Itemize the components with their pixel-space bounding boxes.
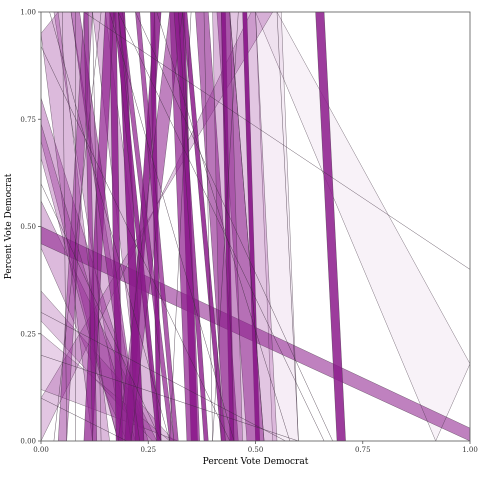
- chart-axes: 0.00 0.25 0.50 0.75 1.00 0.00 0.25 0.50 0.75 1.00: [20, 9, 477, 455]
- band-1: [315, 12, 346, 441]
- boundary-line-11: [212, 12, 239, 441]
- y-tick-label: 1.00: [20, 9, 36, 17]
- boundary-line-13: [156, 12, 291, 441]
- x-axis-title: Percent Vote Democrat: [203, 457, 309, 467]
- x-tick-label: 0.75: [355, 446, 371, 454]
- boundary-line-14: [41, 312, 286, 441]
- band-17: [117, 12, 183, 441]
- boundary-line-18: [203, 12, 213, 441]
- y-tick-label: 0.00: [20, 438, 36, 446]
- band-19: [117, 12, 175, 441]
- x-tick-label: 0.50: [248, 446, 264, 454]
- boundary-line-5: [62, 12, 67, 441]
- band-23: [220, 12, 278, 441]
- y-tick-label: 0.75: [20, 116, 36, 124]
- band-5: [169, 12, 200, 441]
- boundary-line-20: [53, 12, 102, 441]
- y-tick-label: 0.25: [20, 330, 36, 338]
- band-24: [212, 12, 243, 441]
- boundary-line-1: [83, 12, 470, 270]
- band-18: [173, 12, 209, 441]
- boundary-line-15: [41, 183, 162, 441]
- band-20: [83, 12, 98, 441]
- boundary-line-2: [117, 12, 325, 441]
- boundary-line-8: [41, 354, 299, 441]
- chart-marks: [41, 12, 470, 441]
- boundary-line-17: [109, 12, 235, 441]
- y-tick-label: 0.50: [20, 223, 36, 231]
- boundary-line-19: [229, 12, 265, 441]
- x-tick-label: 0.00: [33, 446, 49, 454]
- band-12: [182, 12, 226, 441]
- boundary-line-10: [276, 12, 299, 441]
- ribbon-7: [255, 12, 470, 441]
- boundary-line-7: [41, 46, 231, 441]
- boundary-line-9: [41, 397, 127, 441]
- boundary-line-12: [169, 12, 192, 441]
- boundary-line-3: [135, 12, 333, 441]
- x-tick-label: 0.25: [140, 446, 156, 454]
- band-14: [216, 12, 265, 441]
- x-tick-label: 1.00: [462, 446, 478, 454]
- boundary-line-16: [92, 12, 102, 441]
- y-axis-title: Percent Vote Democrat: [4, 173, 14, 279]
